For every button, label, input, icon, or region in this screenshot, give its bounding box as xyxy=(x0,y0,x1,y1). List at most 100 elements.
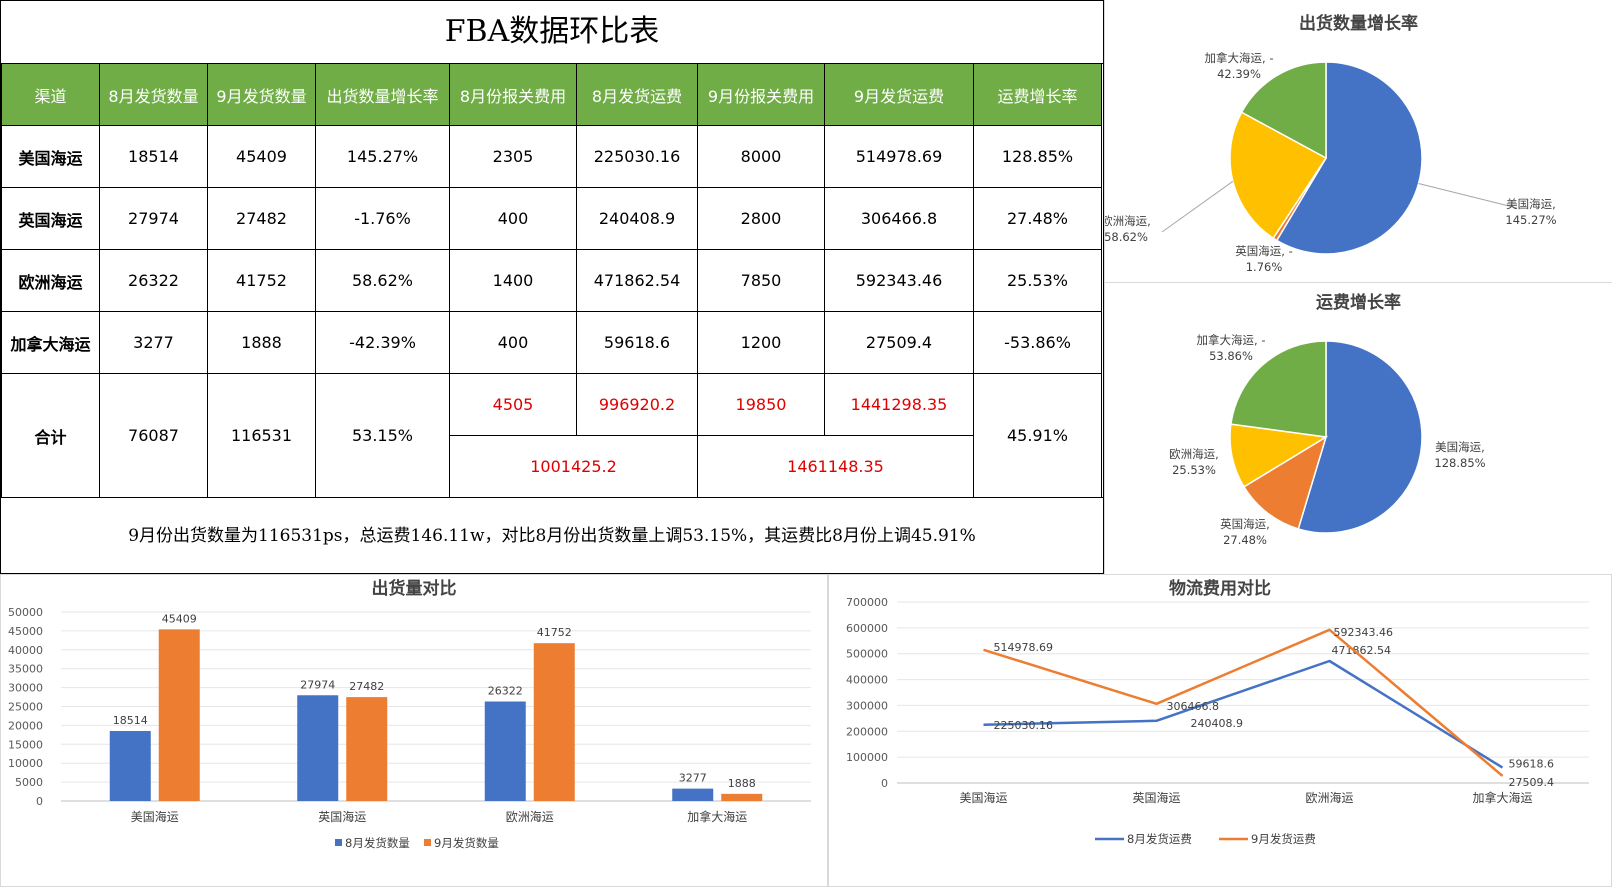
pie-data-label: 加拿大海运, - xyxy=(1197,333,1266,347)
legend-label: 8月发货运费 xyxy=(1127,832,1192,846)
line-data-label: 471862.54 xyxy=(1332,644,1392,657)
leader-line xyxy=(1161,180,1234,233)
chart-title: 出货数量增长率 xyxy=(1299,14,1418,34)
y-tick-label: 600000 xyxy=(846,622,888,635)
table-cell: 8000 xyxy=(697,125,825,188)
header-cell: 8月发货运费 xyxy=(576,63,698,126)
bar xyxy=(672,788,714,801)
line-data-label: 27509.4 xyxy=(1509,776,1555,789)
pie-data-label: 欧洲海运, xyxy=(1105,214,1151,228)
bar xyxy=(346,697,388,801)
table-cell: 7850 xyxy=(697,249,825,312)
table-cell: 2305 xyxy=(449,125,577,188)
header-cell: 运费增长率 xyxy=(973,63,1102,126)
legend-swatch xyxy=(424,839,431,846)
table-cell: 41752 xyxy=(207,249,316,312)
total-aug-sum: 1001425.2 xyxy=(449,435,698,498)
leader-line xyxy=(1418,183,1518,209)
chart-title: 运费增长率 xyxy=(1316,293,1401,313)
pie-data-label: 128.85% xyxy=(1434,456,1485,470)
x-tick-label: 欧洲海运 xyxy=(1305,790,1353,805)
bar xyxy=(484,701,526,801)
pie-slice xyxy=(1240,61,1327,160)
table-cell: 225030.16 xyxy=(576,125,698,188)
legend-label: 9月发货数量 xyxy=(434,836,499,850)
y-tick-label: 45000 xyxy=(8,625,43,638)
total-sep-qty: 116531 xyxy=(207,373,316,498)
bar xyxy=(533,643,575,801)
total-sep-freight: 1441298.35 xyxy=(824,373,974,436)
pie-data-label: 英国海运, xyxy=(1220,517,1270,531)
table-row: 美国海运 18514 45409 145.27% 2305 225030.16 … xyxy=(1,125,1102,188)
table-header-row: 渠道 8月发货数量 9月发货数量 出货数量增长率 8月份报关费用 8月发货运费 … xyxy=(1,63,1102,126)
table-cell: 128.85% xyxy=(973,125,1102,188)
pie-data-label: 58.62% xyxy=(1105,230,1148,244)
y-tick-label: 400000 xyxy=(846,674,888,687)
header-cell: 出货数量增长率 xyxy=(315,63,450,126)
pie-slice xyxy=(1229,423,1329,488)
table-cell: 471862.54 xyxy=(576,249,698,312)
freight-line-chart: 0 100000 200000 300000 400000 500000 600000 700… xyxy=(846,596,1589,846)
y-tick-label: 50000 xyxy=(8,606,43,619)
x-tick-label: 欧洲海运 xyxy=(506,809,554,824)
table-cell: 1200 xyxy=(697,311,825,374)
table-cell: 2800 xyxy=(697,187,825,250)
bar xyxy=(721,793,763,801)
pie-data-label: 25.53% xyxy=(1172,463,1216,477)
line-data-label: 225030.16 xyxy=(994,719,1054,732)
y-tick-label: 300000 xyxy=(846,699,888,712)
table-row: 欧洲海运 26322 41752 58.62% 1400 471862.54 7… xyxy=(1,249,1102,312)
y-tick-label: 100000 xyxy=(846,751,888,764)
y-tick-label: 10000 xyxy=(8,757,43,770)
y-tick-label: 35000 xyxy=(8,663,43,676)
x-tick-label: 英国海运 xyxy=(1132,790,1180,805)
pie-slice xyxy=(1242,435,1328,530)
header-cell: 9月发货数量 xyxy=(207,63,316,126)
bar-data-label: 27482 xyxy=(349,680,384,693)
y-tick-label: 700000 xyxy=(846,596,888,609)
shipment-bar-panel: 出货量对比 0 5000 10000 15000 20000 25000 30000 3500… xyxy=(0,574,828,887)
x-tick-label: 加拿大海运 xyxy=(687,809,747,824)
table-cell: 592343.46 xyxy=(824,249,974,312)
table-cell: -42.39% xyxy=(315,311,450,374)
table-cell: 240408.9 xyxy=(576,187,698,250)
table-cell: 26322 xyxy=(99,249,208,312)
bar-data-label: 1888 xyxy=(728,777,756,790)
header-cell: 8月份报关费用 xyxy=(449,63,577,126)
total-sum-row: 1001425.2 1461148.35 xyxy=(2,435,1102,498)
table-cell: 59618.6 xyxy=(576,311,698,374)
y-tick-label: 200000 xyxy=(846,725,888,738)
total-row: 合计 76087 116531 53.15% 4505 996920.2 198… xyxy=(1,373,1102,498)
y-tick-label: 500000 xyxy=(846,648,888,661)
total-sep-sum: 1461148.35 xyxy=(697,435,974,498)
bar-data-label: 3277 xyxy=(679,772,707,785)
pie-data-label: 美国海运, xyxy=(1506,197,1556,211)
x-tick-label: 美国海运 xyxy=(959,790,1007,805)
pie-data-label: 欧洲海运, xyxy=(1169,447,1219,461)
table-cell: 18514 xyxy=(99,125,208,188)
y-tick-label: 0 xyxy=(36,795,43,808)
qty-growth-pie-panel: 出货数量增长率 美国海运, 145.27% 英国海运, - 1.76% 欧洲海运, 58.… xyxy=(1104,0,1612,283)
freight-line-panel: 物流费用对比 0 100000 200000 300000 400000 500000 60… xyxy=(828,574,1612,887)
x-tick-label: 加拿大海运 xyxy=(1472,790,1532,805)
table-cell: 45409 xyxy=(207,125,316,188)
y-tick-label: 0 xyxy=(881,777,888,790)
row-label: 欧洲海运 xyxy=(1,249,100,312)
table-cell: -1.76% xyxy=(315,187,450,250)
table-cell: 1888 xyxy=(207,311,316,374)
header-cell: 渠道 xyxy=(1,63,100,126)
line-data-label: 59618.6 xyxy=(1509,758,1555,771)
total-aug-qty: 76087 xyxy=(99,373,208,498)
total-freight-growth: 45.91% xyxy=(973,373,1102,498)
series-line xyxy=(983,628,1504,777)
pie-data-label: 1.76% xyxy=(1246,260,1283,274)
row-label: 加拿大海运 xyxy=(1,311,100,374)
pie-slice xyxy=(1297,340,1423,534)
bar xyxy=(297,695,339,801)
legend-label: 9月发货运费 xyxy=(1251,832,1316,846)
bar-data-label: 41752 xyxy=(537,626,572,639)
line-data-label: 514978.69 xyxy=(994,641,1054,654)
table-cell: 27974 xyxy=(99,187,208,250)
table-cell: 58.62% xyxy=(315,249,450,312)
table-cell: 306466.8 xyxy=(824,187,974,250)
